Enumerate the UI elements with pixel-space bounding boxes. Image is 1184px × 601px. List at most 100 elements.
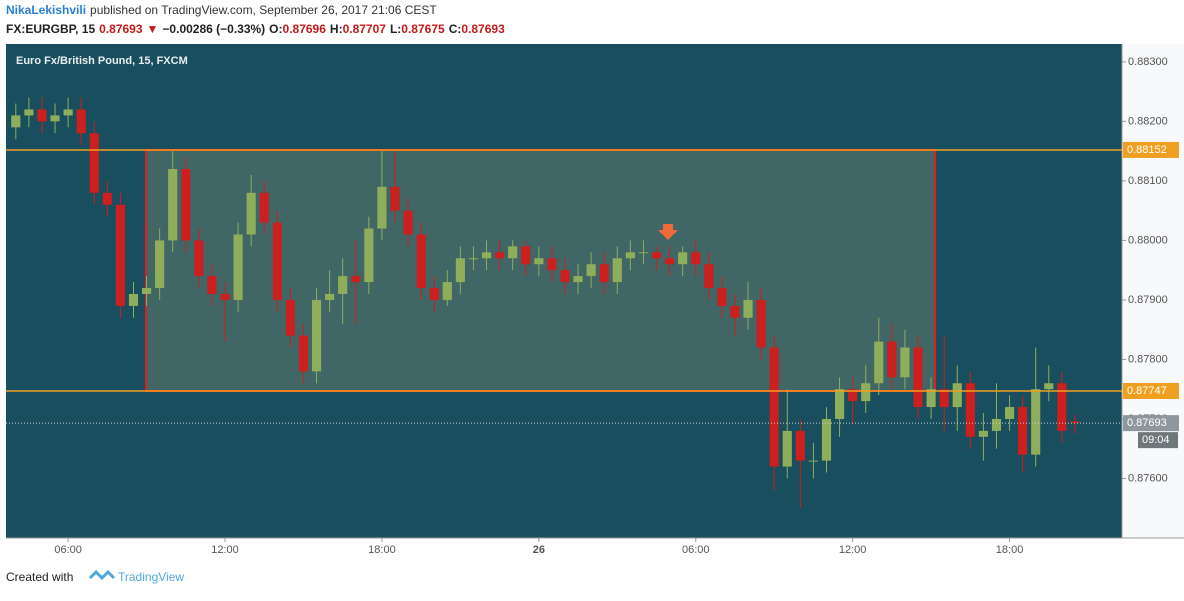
candle-body xyxy=(128,293,139,306)
candle-body xyxy=(939,389,949,408)
candle-body xyxy=(599,264,609,283)
y-tick-label: 0.88200 xyxy=(1128,115,1168,127)
candle-body xyxy=(848,389,858,402)
signal-arrow xyxy=(658,224,678,240)
x-tick-label: 06:00 xyxy=(682,544,710,556)
author[interactable]: NikaLekishvili xyxy=(6,3,86,17)
published: published on TradingView.com, September … xyxy=(90,3,437,17)
candle-body xyxy=(1070,421,1080,424)
candle-body xyxy=(834,389,845,419)
logo xyxy=(88,569,116,581)
candle-body xyxy=(298,335,309,372)
candle-body xyxy=(691,252,701,265)
candle-body xyxy=(455,258,465,283)
level-label: 0.87747 xyxy=(1127,385,1167,397)
candle-body xyxy=(730,305,740,318)
y-tick-label: 0.88300 xyxy=(1128,56,1168,68)
candle-body xyxy=(743,299,753,318)
candle-body xyxy=(1031,389,1041,455)
candle-body xyxy=(521,246,531,265)
direction: ▼ xyxy=(147,22,159,36)
c: 0.87693 xyxy=(461,22,505,36)
candle-body xyxy=(351,276,361,283)
candle-body xyxy=(155,240,165,289)
candle-body xyxy=(390,186,400,211)
footer-created: Created with xyxy=(6,570,73,584)
candle-body xyxy=(651,252,662,259)
candle-body xyxy=(207,276,217,294)
ohlc-line: FX:EURGBP, 15 0.87693 ▼ −0.00286 (−0.33%) O:… xyxy=(6,22,505,36)
price-axis xyxy=(1122,44,1184,538)
candle-body xyxy=(76,109,86,134)
candle-body xyxy=(311,299,322,372)
candle-body xyxy=(625,252,635,259)
candle-body xyxy=(717,288,727,306)
candle-body xyxy=(665,258,675,265)
header-line: NikaLekishvili published on TradingView.c… xyxy=(6,3,437,17)
x-tick-label: 06:00 xyxy=(54,544,82,556)
h: 0.87707 xyxy=(343,22,387,36)
candle-body xyxy=(782,430,792,467)
candle-body xyxy=(821,418,832,461)
y-tick-label: 0.88100 xyxy=(1128,175,1168,187)
level-tag xyxy=(1123,141,1179,158)
candle-body xyxy=(233,234,243,300)
x-tick-label: 18:00 xyxy=(368,544,396,556)
change: −0.00286 (−0.33%) xyxy=(162,22,265,36)
candle-body xyxy=(978,430,988,437)
candle-body xyxy=(102,192,112,205)
o-label: O: xyxy=(269,22,282,36)
candle-body xyxy=(1044,383,1054,390)
candle-body xyxy=(429,288,439,300)
candle-body xyxy=(89,133,99,193)
candle-body xyxy=(573,276,583,283)
candle-body xyxy=(1057,383,1067,431)
candle-body xyxy=(926,389,936,408)
candle-body xyxy=(991,418,1002,431)
candle-body xyxy=(63,109,73,116)
last: 0.87693 xyxy=(99,22,143,36)
candle-body xyxy=(50,115,60,122)
candle-body xyxy=(272,222,282,300)
candle-body xyxy=(874,341,884,384)
candle-body xyxy=(220,293,230,300)
candle-body xyxy=(508,246,518,259)
candle-body xyxy=(338,276,348,294)
candle-body xyxy=(325,293,335,300)
current-tag xyxy=(1123,415,1179,432)
candle-body xyxy=(704,264,714,289)
candle-body xyxy=(259,192,269,223)
candle-body xyxy=(1018,407,1028,455)
candle-body xyxy=(1004,407,1015,419)
level-tag xyxy=(1123,382,1179,399)
x-tick-label: 12:00 xyxy=(839,544,867,556)
x-tick-label: 12:00 xyxy=(211,544,239,556)
level-label: 0.88152 xyxy=(1127,144,1167,156)
candle-body xyxy=(37,109,47,122)
candle-body xyxy=(887,341,897,378)
candle-body xyxy=(913,347,923,408)
candle-body xyxy=(181,168,191,241)
candle-body xyxy=(900,347,910,378)
candle-body xyxy=(416,234,426,289)
candle-body xyxy=(808,460,818,462)
candle-body xyxy=(168,168,178,241)
candle-body xyxy=(403,210,413,235)
y-tick-label: 0.87600 xyxy=(1128,472,1168,484)
candle-body xyxy=(246,192,256,235)
candle-body xyxy=(534,258,544,265)
candle-body xyxy=(141,288,152,294)
y-tick-label: 0.88000 xyxy=(1128,234,1168,246)
candle-body xyxy=(952,383,962,408)
candle-body xyxy=(115,204,125,306)
y-tick-label: 0.87800 xyxy=(1128,353,1168,365)
candle-body xyxy=(364,228,374,283)
candle-body xyxy=(194,240,204,277)
candle-body xyxy=(861,383,871,402)
candle-body xyxy=(468,258,479,260)
candle-body xyxy=(965,383,975,437)
current-label: 0.87693 xyxy=(1127,417,1167,429)
symbol: FX:EURGBP, 15 xyxy=(6,22,95,36)
footer-brand[interactable]: TradingView xyxy=(118,570,184,584)
